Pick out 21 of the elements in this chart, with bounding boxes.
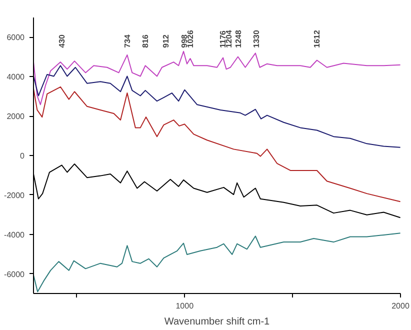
y-tick-label: -4000	[4, 230, 26, 240]
annotation: 1026	[186, 30, 196, 48]
x-axis-title: Wavenumber shift cm-1	[164, 316, 270, 328]
x-tick-label: 1000	[176, 302, 194, 310]
annotation: 1612	[312, 30, 322, 48]
annotation: 430	[58, 34, 67, 48]
line-series	[34, 86, 400, 202]
annotation: 1330	[252, 30, 261, 48]
annotation: 912	[162, 34, 171, 48]
line-series	[34, 50, 400, 106]
y-tick-label: 6000	[6, 33, 26, 42]
annotation: 1204	[224, 30, 234, 48]
y-tick-label: -6000	[4, 270, 26, 279]
annotation: 1248	[234, 30, 244, 48]
y-tick-label: 2000	[6, 112, 26, 122]
line-series	[34, 65, 400, 148]
y-tick-label: 4000	[6, 72, 26, 82]
annotation: 816	[140, 34, 150, 48]
y-tick-label: -2000	[4, 190, 26, 200]
y-tick-label: 0	[20, 152, 26, 160]
annotation: 734	[123, 34, 132, 48]
